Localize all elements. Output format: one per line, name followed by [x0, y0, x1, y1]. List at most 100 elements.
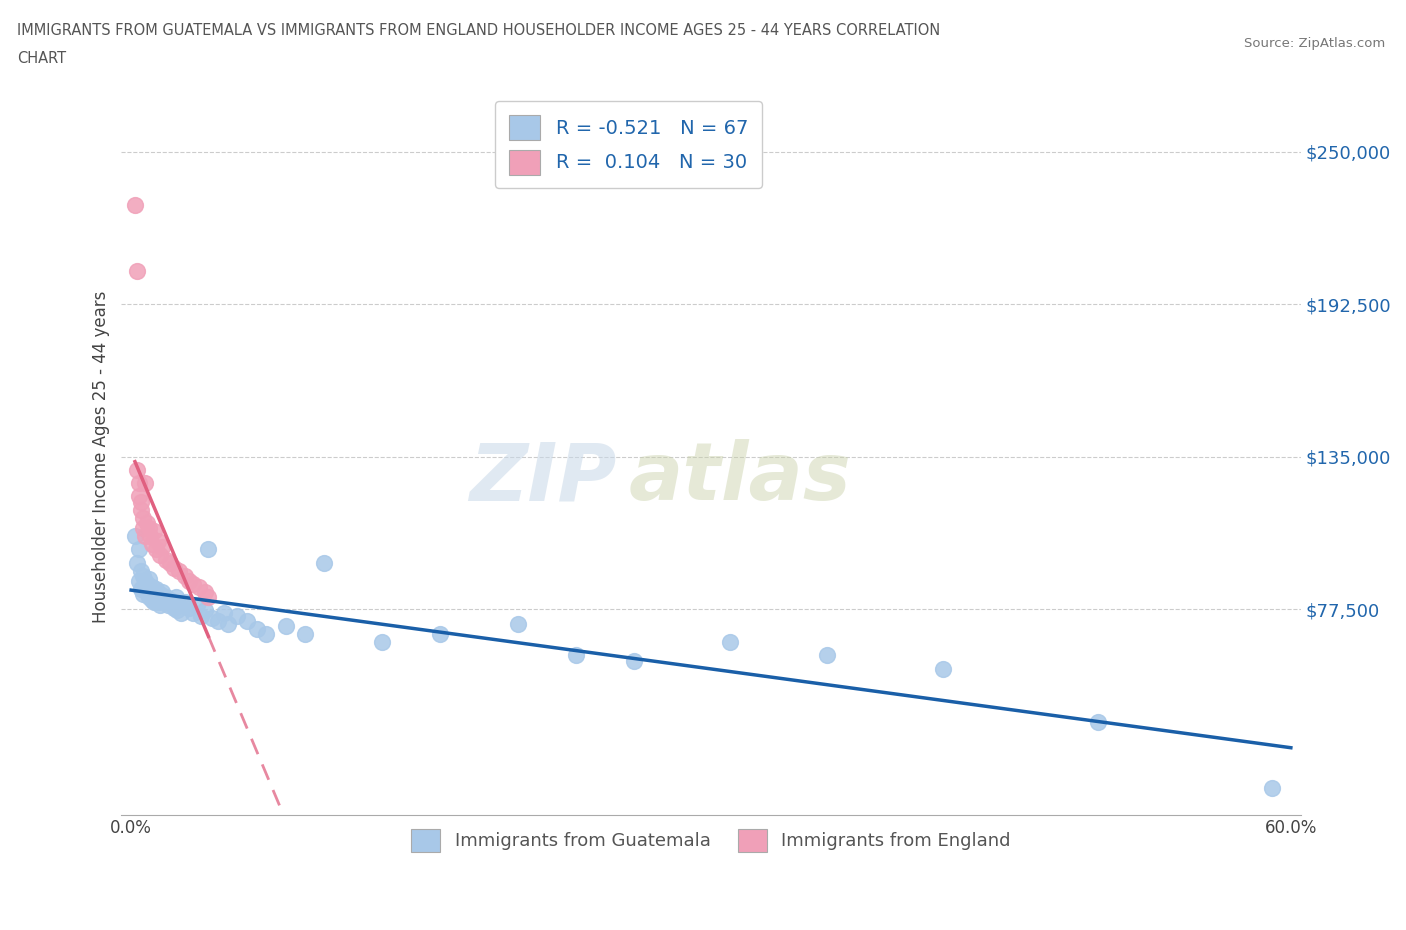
Point — [129, 494, 152, 509]
Point — [177, 600, 200, 615]
Point — [429, 627, 451, 642]
Point — [149, 598, 172, 613]
Point — [170, 605, 193, 620]
Point — [128, 574, 150, 589]
Text: atlas: atlas — [628, 439, 851, 517]
Point — [166, 603, 188, 618]
Point — [371, 635, 394, 650]
Text: Source: ZipAtlas.com: Source: ZipAtlas.com — [1244, 37, 1385, 50]
Point — [138, 571, 160, 586]
Point — [186, 598, 208, 613]
Point — [146, 595, 169, 610]
Point — [131, 587, 153, 602]
Point — [135, 577, 157, 591]
Point — [217, 617, 239, 631]
Point — [207, 614, 229, 629]
Text: CHART: CHART — [17, 51, 66, 66]
Point — [139, 582, 162, 597]
Point — [155, 552, 177, 567]
Point — [141, 537, 163, 551]
Point — [226, 608, 249, 623]
Point — [129, 564, 152, 578]
Point — [129, 502, 152, 517]
Point — [145, 582, 167, 597]
Point — [274, 618, 297, 633]
Point — [129, 582, 152, 597]
Point — [181, 577, 204, 591]
Point — [294, 627, 316, 642]
Point — [254, 627, 277, 642]
Point — [150, 592, 173, 607]
Point — [932, 661, 955, 676]
Point — [125, 462, 148, 477]
Y-axis label: Householder Income Ages 25 - 44 years: Householder Income Ages 25 - 44 years — [93, 290, 110, 623]
Point — [564, 648, 586, 663]
Point — [128, 475, 150, 490]
Point — [193, 603, 215, 618]
Text: IMMIGRANTS FROM GUATEMALA VS IMMIGRANTS FROM ENGLAND HOUSEHOLDER INCOME AGES 25 : IMMIGRANTS FROM GUATEMALA VS IMMIGRANTS … — [17, 23, 941, 38]
Point — [197, 590, 219, 604]
Point — [138, 590, 160, 604]
Point — [153, 595, 176, 610]
Point — [131, 521, 153, 536]
Point — [134, 579, 156, 594]
Point — [187, 579, 209, 594]
Point — [193, 584, 215, 599]
Point — [150, 584, 173, 599]
Point — [1260, 780, 1282, 795]
Point — [165, 590, 187, 604]
Point — [143, 524, 166, 538]
Point — [141, 592, 163, 607]
Point — [156, 598, 179, 613]
Point — [124, 197, 146, 212]
Point — [181, 605, 204, 620]
Point — [128, 489, 150, 504]
Point — [134, 529, 156, 544]
Point — [138, 521, 160, 536]
Point — [718, 635, 741, 650]
Point — [125, 555, 148, 570]
Legend: Immigrants from Guatemala, Immigrants from England: Immigrants from Guatemala, Immigrants fr… — [404, 821, 1018, 859]
Point — [134, 475, 156, 490]
Point — [128, 542, 150, 557]
Point — [141, 579, 163, 594]
Point — [135, 515, 157, 530]
Point — [146, 534, 169, 549]
Point — [197, 542, 219, 557]
Point — [162, 600, 184, 615]
Point — [314, 555, 336, 570]
Point — [160, 595, 183, 610]
Point — [139, 587, 162, 602]
Point — [145, 587, 167, 602]
Point — [150, 539, 173, 554]
Point — [506, 617, 529, 631]
Point — [623, 653, 645, 668]
Point — [149, 587, 172, 602]
Point — [146, 590, 169, 604]
Point — [190, 608, 212, 623]
Point — [169, 564, 191, 578]
Point — [174, 595, 197, 610]
Point — [159, 555, 181, 570]
Point — [155, 590, 177, 604]
Point — [145, 542, 167, 557]
Point — [149, 547, 172, 562]
Point — [134, 574, 156, 589]
Point — [212, 605, 235, 620]
Point — [125, 263, 148, 278]
Text: ZIP: ZIP — [470, 439, 617, 517]
Point — [135, 584, 157, 599]
Point — [169, 598, 191, 613]
Point — [131, 568, 153, 583]
Point — [1087, 714, 1109, 729]
Point — [143, 595, 166, 610]
Point — [143, 584, 166, 599]
Point — [246, 621, 269, 636]
Point — [131, 511, 153, 525]
Point — [201, 611, 224, 626]
Point — [124, 529, 146, 544]
Point — [139, 529, 162, 544]
Point — [159, 592, 181, 607]
Point — [162, 561, 184, 576]
Point — [236, 614, 259, 629]
